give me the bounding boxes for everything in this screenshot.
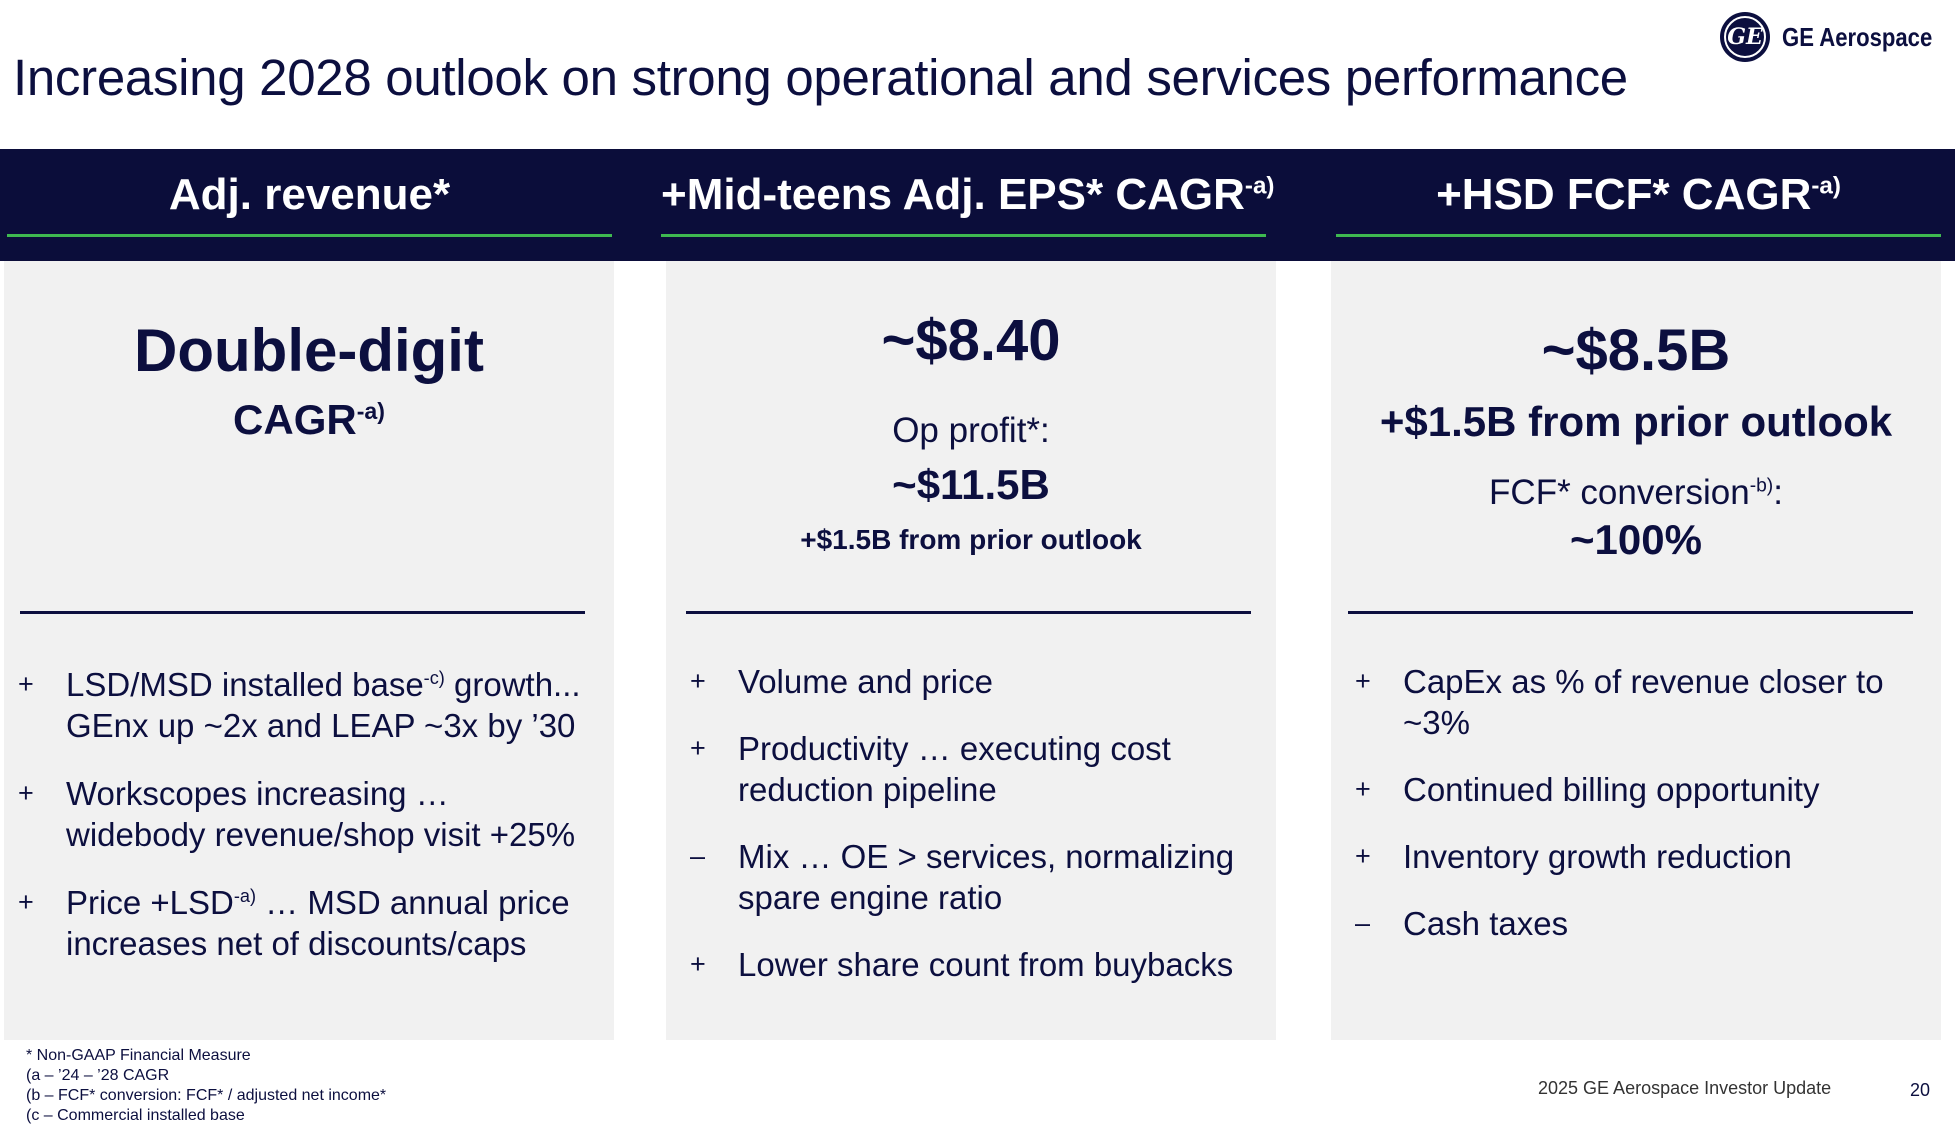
footnote-ref: -c) [423, 668, 445, 688]
ge-monogram-icon: GE [1720, 12, 1770, 62]
bullet-text: Mix … OE > services, normalizing [738, 838, 1235, 875]
list-item: – Mix … OE > services, normalizing spare… [690, 836, 1270, 918]
list-item: + Workscopes increasing … widebody reven… [18, 773, 613, 855]
footnote-ref: -a) [1811, 172, 1841, 200]
bullet-text: … MSD annual price [256, 884, 570, 921]
footnote-ref: -b) [1749, 475, 1774, 497]
revenue-drivers-list: + LSD/MSD installed base-c) growth... GE… [18, 664, 613, 964]
revenue-headline: Double-digit [134, 317, 484, 384]
footnotes: * Non-GAAP Financial Measure (a – ’24 – … [26, 1046, 386, 1126]
plus-icon: + [1355, 666, 1371, 696]
bullet-text: CapEx as % of revenue closer to [1403, 663, 1884, 700]
subheadline-text: CAGR [233, 396, 357, 443]
minus-icon: – [690, 841, 706, 871]
list-item: + Price +LSD-a) … MSD annual price incre… [18, 882, 613, 964]
bullet-text: Workscopes increasing … [66, 775, 449, 812]
bullet-text: Productivity … executing cost [738, 730, 1171, 767]
bullet-text: widebody revenue/shop visit +25% [66, 816, 576, 853]
footnote: * Non-GAAP Financial Measure [26, 1047, 251, 1064]
op-profit-value: ~$11.5B [892, 461, 1050, 508]
fcf-conversion-label: FCF* conversion-b): [1331, 473, 1941, 513]
list-item: + Inventory growth reduction [1355, 836, 1935, 877]
divider [686, 611, 1251, 614]
bullet-text: Volume and price [738, 663, 993, 700]
plus-icon: + [1355, 774, 1371, 804]
column-header-eps: +Mid-teens Adj. EPS* CAGR-a) [661, 170, 1274, 237]
fcf-headline: ~$8.5B [1541, 318, 1731, 383]
bullet-text: Lower share count from buybacks [738, 946, 1234, 983]
footnote-ref: -a) [1244, 172, 1275, 200]
plus-icon: + [18, 887, 34, 917]
fcf-subheadline: +$1.5B from prior outlook [1379, 398, 1893, 445]
page-number: 20 [1910, 1080, 1931, 1100]
revenue-subheadline: CAGR-a) [4, 396, 614, 444]
ge-aerospace-logo: GE GE Aerospace [1720, 12, 1955, 62]
fcf-panel: ~$8.5B +$1.5B from prior outlook FCF* co… [1331, 261, 1941, 1040]
eps-drivers-list: + Volume and price + Productivity … exec… [690, 661, 1270, 985]
bullet-text: Price +LSD [66, 884, 234, 921]
eps-panel: ~$8.40 Op profit*: ~$11.5B +$1.5B from p… [666, 261, 1276, 1040]
list-item: + Productivity … executing cost reductio… [690, 728, 1270, 810]
footnote: (c – Commercial installed base [26, 1107, 245, 1124]
list-item: + CapEx as % of revenue closer to ~3% [1355, 661, 1935, 743]
column-header-text: +HSD FCF* CAGR [1436, 170, 1812, 219]
page-title: Increasing 2028 outlook on strong operat… [13, 49, 1628, 106]
footnote-ref: -a) [233, 886, 256, 906]
bullet-text: Inventory growth reduction [1403, 838, 1792, 875]
bullet-text: GEnx up ~2x and LEAP ~3x by ’30 [66, 707, 576, 744]
column-header-fcf: +HSD FCF* CAGR-a) [1336, 170, 1941, 237]
bullet-text: reduction pipeline [738, 771, 997, 808]
bullet-text: Cash taxes [1403, 905, 1569, 942]
fcf-drivers-list: + CapEx as % of revenue closer to ~3% + … [1355, 661, 1935, 944]
header-band [0, 149, 1955, 261]
bullet-text: growth... [444, 666, 581, 703]
column-header-text: +Mid-teens Adj. EPS* CAGR [661, 170, 1245, 219]
plus-icon: + [18, 778, 34, 808]
divider [20, 611, 585, 614]
bullet-text: spare engine ratio [738, 879, 1003, 916]
bullet-text: ~3% [1403, 704, 1470, 741]
plus-icon: + [1355, 841, 1371, 871]
label-text: : [1773, 473, 1783, 512]
list-item: + Volume and price [690, 661, 1270, 702]
bullet-text: LSD/MSD installed base [66, 666, 424, 703]
bullet-text: increases net of discounts/caps [66, 925, 527, 962]
op-profit-note: +$1.5B from prior outlook [800, 524, 1142, 555]
minus-icon: – [1355, 908, 1371, 938]
list-item: + Lower share count from buybacks [690, 944, 1270, 985]
plus-icon: + [18, 669, 34, 699]
footnote: (a – ’24 – ’28 CAGR [26, 1067, 170, 1084]
footnote-ref: -a) [356, 398, 385, 424]
plus-icon: + [690, 733, 706, 763]
fcf-conversion-value: ~100% [1570, 516, 1702, 563]
list-item: + LSD/MSD installed base-c) growth... GE… [18, 664, 613, 746]
footer-title: 2025 GE Aerospace Investor Update [1538, 1078, 1832, 1098]
logo-wordmark: GE Aerospace [1782, 21, 1933, 52]
footnote: (b – FCF* conversion: FCF* / adjusted ne… [26, 1087, 387, 1104]
plus-icon: + [690, 666, 706, 696]
list-item: + Continued billing opportunity [1355, 769, 1935, 810]
divider [1348, 611, 1913, 614]
column-header-revenue: Adj. revenue* [7, 170, 612, 237]
bullet-text: Continued billing opportunity [1403, 771, 1820, 808]
op-profit-label: Op profit*: [892, 411, 1050, 450]
plus-icon: + [690, 949, 706, 979]
column-header-text: Adj. revenue* [168, 170, 451, 219]
list-item: – Cash taxes [1355, 903, 1935, 944]
revenue-panel: Double-digit CAGR-a) + LSD/MSD installed… [4, 261, 614, 1040]
label-text: FCF* conversion [1489, 473, 1750, 512]
eps-headline: ~$8.40 [881, 308, 1061, 373]
